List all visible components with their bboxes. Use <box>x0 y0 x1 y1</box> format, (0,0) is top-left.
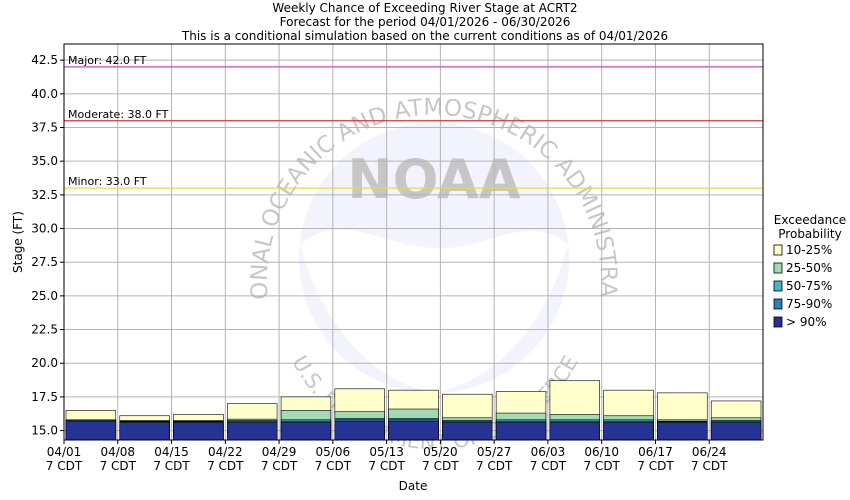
legend-label: 25-50% <box>786 261 832 275</box>
x-tick-sublabel: 7 CDT <box>315 459 352 473</box>
grid-lines <box>63 44 763 440</box>
threshold-label: Minor: 33.0 FT <box>68 175 147 188</box>
chart-title-line-2: Forecast for the period 04/01/2026 - 06/… <box>280 15 571 29</box>
x-tick-label: 05/20 <box>423 445 458 459</box>
bar-segment <box>549 422 600 441</box>
x-tick-label: 06/17 <box>638 445 673 459</box>
legend-label: 10-25% <box>786 243 832 257</box>
x-tick-label: 06/03 <box>531 445 566 459</box>
bar-segment <box>657 422 708 441</box>
y-axis: 15.0 17.5 20.0 22.5 25.0 27.5 30.0 32.5 35.0 37.5… <box>31 53 64 438</box>
bar-segment <box>442 422 493 441</box>
y-tick-label: 40.0 <box>31 87 58 101</box>
y-axis-label: Stage (FT) <box>11 211 25 273</box>
y-tick-label: 25.0 <box>31 289 58 303</box>
legend-swatch <box>773 298 783 310</box>
legend: 10-25% 25-50% 50-75% 75-90% > 90% <box>773 243 832 329</box>
bar-segment <box>65 420 117 441</box>
chart-title-line-1: Weekly Chance of Exceeding River Stage a… <box>272 1 577 15</box>
x-tick-label: 04/29 <box>262 445 297 459</box>
legend-swatch <box>773 244 783 256</box>
y-tick-label: 32.5 <box>31 188 58 202</box>
x-tick-label: 05/06 <box>316 445 351 459</box>
x-tick-sublabel: 7 CDT <box>153 459 190 473</box>
bar-segment <box>603 422 654 441</box>
plot-border <box>63 43 764 441</box>
y-tick-label: 27.5 <box>31 255 58 269</box>
x-tick-sublabel: 7 CDT <box>46 459 83 473</box>
bar-segment <box>388 420 439 441</box>
legend-label: 75-90% <box>786 297 832 311</box>
bar-segment <box>227 422 278 441</box>
x-tick-sublabel: 7 CDT <box>637 459 674 473</box>
bar-segment <box>280 422 332 441</box>
bar-segment <box>710 422 762 441</box>
bar-segment <box>495 422 547 441</box>
y-tick-label: 17.5 <box>31 390 58 404</box>
legend-swatch <box>773 262 783 274</box>
x-tick-sublabel: 7 CDT <box>207 459 244 473</box>
y-tick-label: 42.5 <box>31 53 58 67</box>
x-axis-label: Date <box>399 479 428 493</box>
x-tick-sublabel: 7 CDT <box>261 459 298 473</box>
threshold-label: Moderate: 38.0 FT <box>68 108 169 121</box>
x-tick-label: 06/10 <box>584 445 619 459</box>
y-tick-label: 35.0 <box>31 154 58 168</box>
threshold-label: Major: 42.0 FT <box>68 54 147 67</box>
flood-stage-thresholds: Major: 42.0 FT Moderate: 38.0 FT Minor: 33… <box>64 54 763 189</box>
y-tick-label: 30.0 <box>31 222 58 236</box>
x-tick-label: 06/24 <box>692 445 727 459</box>
x-tick-sublabel: 7 CDT <box>583 459 620 473</box>
y-tick-label: 22.5 <box>31 323 58 337</box>
x-tick-sublabel: 7 CDT <box>368 459 405 473</box>
x-tick-sublabel: 7 CDT <box>100 459 137 473</box>
x-tick-label: 05/27 <box>477 445 512 459</box>
y-tick-label: 15.0 <box>31 424 58 438</box>
legend-swatch <box>773 280 783 292</box>
bar-segment <box>173 422 224 441</box>
watermark-noaa-text: NOAA <box>347 148 520 211</box>
x-tick-label: 04/08 <box>100 445 135 459</box>
x-tick-label: 04/01 <box>47 445 82 459</box>
y-tick-label: 20.0 <box>31 356 58 370</box>
x-tick-sublabel: 7 CDT <box>530 459 567 473</box>
legend-swatch <box>773 316 783 328</box>
legend-label: 50-75% <box>786 279 832 293</box>
x-tick-sublabel: 7 CDT <box>476 459 513 473</box>
bar-segment <box>119 422 170 441</box>
x-tick-label: 04/15 <box>154 445 189 459</box>
legend-title-line-1: Exceedance <box>774 213 846 227</box>
plot-area <box>64 44 763 440</box>
chart-title-line-3: This is a conditional simulation based o… <box>181 29 668 43</box>
x-tick-sublabel: 7 CDT <box>691 459 728 473</box>
legend-label: > 90% <box>786 315 827 329</box>
x-tick-label: 04/22 <box>208 445 243 459</box>
x-tick-sublabel: 7 CDT <box>422 459 459 473</box>
x-tick-label: 05/13 <box>369 445 404 459</box>
bar-segment <box>334 420 385 441</box>
y-tick-label: 37.5 <box>31 121 58 135</box>
legend-title-line-2: Probability <box>778 227 841 241</box>
